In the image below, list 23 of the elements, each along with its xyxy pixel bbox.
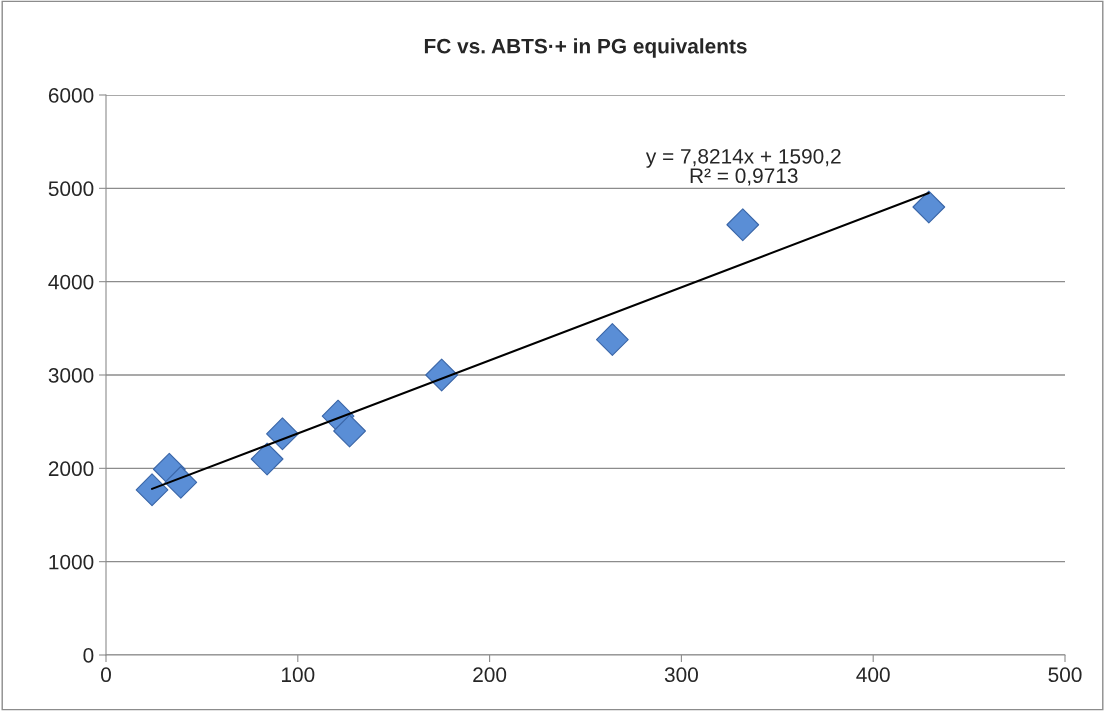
- point: [164, 465, 198, 499]
- y-tick-label: 4000: [48, 274, 94, 290]
- x-tick-label: 400: [856, 667, 890, 683]
- x-tick-label: 300: [664, 667, 698, 683]
- y-tick-label: 2000: [48, 461, 94, 477]
- y-tick-label: 5000: [48, 181, 94, 197]
- x-tick-label: 100: [282, 667, 315, 683]
- point: [333, 414, 366, 448]
- x-tick-label: 500: [1048, 667, 1082, 683]
- point: [912, 190, 946, 224]
- chart-title: FC vs. ABTS·+ in PG equivalents: [424, 38, 747, 58]
- y-tick-label: 6000: [48, 88, 94, 103]
- point: [135, 473, 169, 507]
- point: [726, 208, 760, 242]
- y-tick-label: 3000: [48, 368, 94, 383]
- y-tick-label: 1000: [49, 554, 94, 570]
- point: [425, 358, 459, 392]
- x-tick-label: 200: [473, 667, 507, 683]
- annotation: y = 7,8214x + 1590,2 R² = 0,9713: [645, 148, 841, 186]
- point: [250, 442, 284, 476]
- x-tick-label: 0: [101, 667, 111, 683]
- y-tick-label: 0: [83, 648, 94, 663]
- point: [595, 323, 629, 356]
